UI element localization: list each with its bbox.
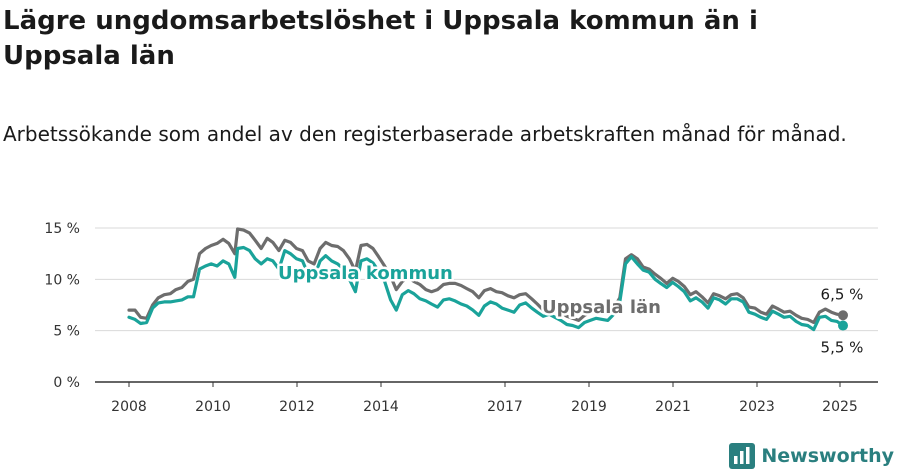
x-tick-label: 2023 <box>739 399 775 415</box>
x-tick-label: 2021 <box>655 399 691 415</box>
y-tick-label: 10 % <box>44 272 80 288</box>
end-value-label-uppsala-lan: 6,5 % <box>821 285 864 303</box>
x-tick-label: 2012 <box>279 399 315 415</box>
chart-title: Lägre ungdomsarbetslöshet i Uppsala komm… <box>3 6 758 71</box>
series-end-dot <box>838 310 848 321</box>
series-end-dot <box>838 320 848 331</box>
brand-name: Newsworthy <box>761 445 894 467</box>
series-label-uppsala-lan-halo: Uppsala län <box>542 297 661 318</box>
x-tick-label: 2025 <box>822 399 858 415</box>
chart-subtitle: Arbetssökande som andel av den registerb… <box>3 122 847 146</box>
series-label-uppsala-kommun: Uppsala kommun <box>278 263 453 284</box>
x-tick-label: 2010 <box>195 399 231 415</box>
x-tick-label: 2008 <box>111 399 147 415</box>
series-line-uppsala-lan <box>127 227 845 325</box>
x-tick-label: 2014 <box>363 399 399 415</box>
bar-chart-logo-icon <box>729 443 756 469</box>
end-value-label-uppsala-kommun: 5,5 % <box>821 339 864 357</box>
y-tick-label: 0 % <box>53 375 80 391</box>
y-tick-label: 5 % <box>53 324 80 340</box>
x-tick-label: 2019 <box>571 399 607 415</box>
series-label-uppsala-lan: Uppsala län <box>542 297 661 318</box>
series-line-uppsala-kommun <box>127 245 845 332</box>
series-label-uppsala-kommun-halo: Uppsala kommun <box>278 263 453 284</box>
y-tick-label: 15 % <box>44 221 80 237</box>
x-tick-label: 2017 <box>487 399 523 415</box>
brand-logo[interactable]: Newsworthy <box>729 442 894 470</box>
